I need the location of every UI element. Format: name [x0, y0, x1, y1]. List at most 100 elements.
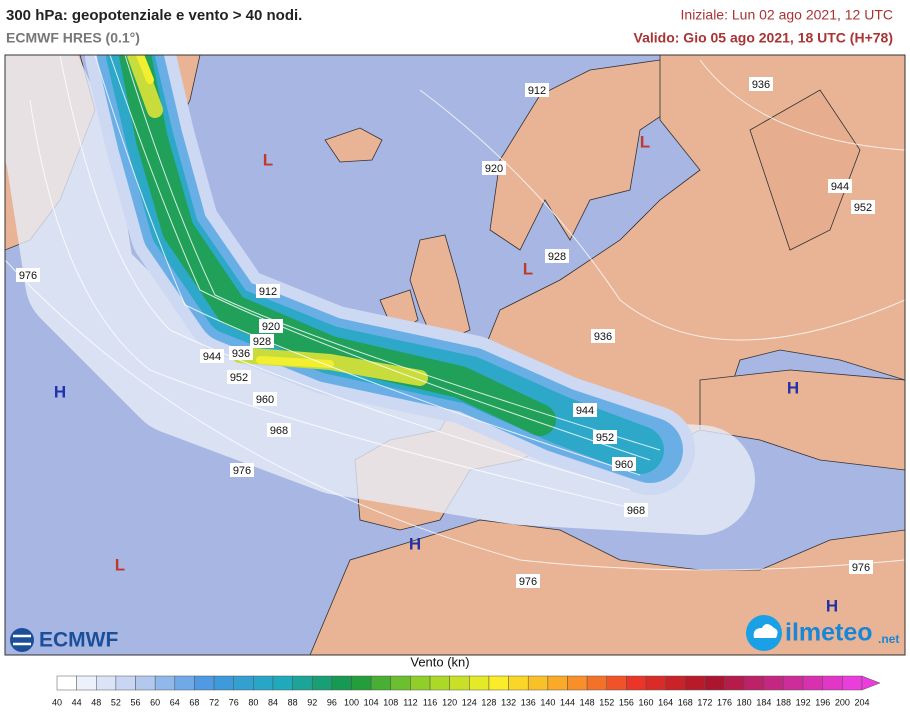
colorbar-segment — [606, 675, 627, 691]
contour-label-box — [482, 161, 506, 175]
colorbar-tick-label: 188 — [776, 697, 791, 707]
colorbar-tick-label: 144 — [560, 697, 575, 707]
colorbar-tick-label: 96 — [327, 697, 337, 707]
contour-label: 976 — [519, 576, 537, 588]
contour-label-box — [267, 423, 291, 437]
colorbar-tick-label: 160 — [639, 697, 654, 707]
initial-time: Iniziale: Lun 02 ago 2021, 12 UTC — [681, 7, 893, 23]
pressure-center: L — [263, 150, 273, 169]
contour-label-box — [256, 284, 280, 298]
colorbar-segment — [842, 675, 863, 691]
colorbar-tick-label: 60 — [150, 697, 160, 707]
colorbar-segment — [370, 675, 392, 691]
colorbar-segment — [783, 675, 804, 691]
contour-label-box — [525, 83, 549, 97]
colorbar-tick-label: 52 — [111, 697, 121, 707]
pressure-center: L — [115, 555, 125, 574]
colorbar-segment — [567, 675, 588, 691]
contour-label-box — [749, 77, 773, 91]
ilmeteo-text: ilmeteo — [785, 619, 873, 647]
iceland — [324, 127, 383, 163]
contour-label: 944 — [831, 181, 849, 193]
colorbar-segment — [410, 675, 431, 691]
map: 912 9369209449529769289129209289369449529… — [5, 55, 905, 655]
colorbar-segment — [704, 675, 725, 691]
colorbar-tick-label: 104 — [364, 697, 379, 707]
colorbar-segment — [331, 675, 352, 691]
contour-label-box — [259, 319, 283, 333]
contour-label-box — [16, 268, 40, 282]
colorbar-tick-label: 132 — [501, 697, 516, 707]
colorbar-segment — [527, 675, 549, 691]
colorbar-tick-label: 116 — [423, 697, 437, 707]
colorbar-segment — [508, 675, 529, 691]
contour-label: 968 — [627, 505, 645, 517]
colorbar-tick-label: 172 — [697, 697, 712, 707]
colorbar-tick-label: 80 — [248, 697, 258, 707]
contour-label: 960 — [615, 459, 633, 471]
colorbar-segment — [56, 675, 77, 691]
colorbar-tick-label: 152 — [599, 697, 614, 707]
colorbar-segment — [469, 675, 490, 691]
title: 300 hPa: geopotenziale e vento > 40 nodi… — [6, 7, 302, 24]
contour-label-box — [593, 430, 617, 444]
colorbar-tick-label: 72 — [209, 697, 219, 707]
colorbar-tick-label: 164 — [658, 697, 673, 707]
contour-label-box — [227, 370, 251, 384]
colorbar-segment — [351, 675, 372, 691]
colorbar-segment — [724, 675, 745, 691]
map-frame — [4, 54, 906, 656]
ilmeteo-logo: ilmeteo .net — [746, 615, 899, 651]
colorbar-tick-label: 40 — [52, 697, 62, 707]
colorbar-tick-label: 76 — [229, 697, 239, 707]
colorbar-segment — [645, 675, 666, 691]
contour-label: 920 — [485, 163, 503, 175]
colorbar-tick-label: 84 — [268, 697, 278, 707]
contour-label-box — [253, 392, 277, 406]
contour-label: 920 — [262, 321, 280, 333]
colorbar-segment — [135, 675, 156, 691]
colorbar-segment — [802, 675, 823, 691]
colorbar-tick-label: 68 — [189, 697, 199, 707]
contour-label-box — [591, 329, 615, 343]
contour-label: 960 — [256, 394, 274, 406]
colorbar-tick-label: 148 — [580, 697, 595, 707]
colorbar-tick-label: 200 — [835, 697, 850, 707]
contour-label: 968 — [270, 425, 288, 437]
contour-label: 936 — [232, 348, 250, 360]
colorbar: 40 44 48 52 56 60 64 68 72 76 80 84 88 92 96 100 104 108 1… — [52, 675, 881, 707]
pressure-center: L — [523, 259, 533, 278]
contour-label: 944 — [203, 351, 221, 363]
colorbar-tick-label: 112 — [403, 697, 417, 707]
ecmwf-logo: ECMWF — [10, 628, 118, 652]
contour-label: 976 — [19, 270, 37, 282]
contour-label: 928 — [253, 336, 271, 348]
contour-label-box — [851, 200, 875, 214]
contour-label: 944 — [576, 405, 594, 417]
colorbar-tick-label: 156 — [619, 697, 634, 707]
colorbar-segment — [154, 675, 176, 691]
colorbar-tick-label: 48 — [91, 697, 101, 707]
colorbar-segment — [626, 675, 647, 691]
map-labels: 912 9369209449529769289129209289369449529… — [16, 77, 875, 615]
colorbar-segment — [429, 675, 450, 691]
contour-label-box — [612, 457, 636, 471]
contour-label: 952 — [596, 432, 614, 444]
contour-label-box — [545, 249, 569, 263]
colorbar-tick-label: 108 — [383, 697, 398, 707]
colorbar-tick-label: 140 — [540, 697, 555, 707]
colorbar-tick-label: 136 — [521, 697, 536, 707]
colorbar-segment — [822, 675, 843, 691]
colorbar-segment — [488, 675, 509, 691]
colorbar-segment — [76, 675, 97, 691]
colorbar-segment — [96, 675, 117, 691]
contour-label-box — [624, 503, 648, 517]
contour-label: 976 — [852, 562, 870, 574]
colorbar-segment — [743, 675, 765, 691]
colorbar-segment — [115, 675, 136, 691]
colorbar-tick-label: 88 — [288, 697, 298, 707]
colorbar-tick-label: 92 — [307, 697, 317, 707]
colorbar-segment — [292, 675, 313, 691]
contour-label-box — [250, 334, 274, 348]
